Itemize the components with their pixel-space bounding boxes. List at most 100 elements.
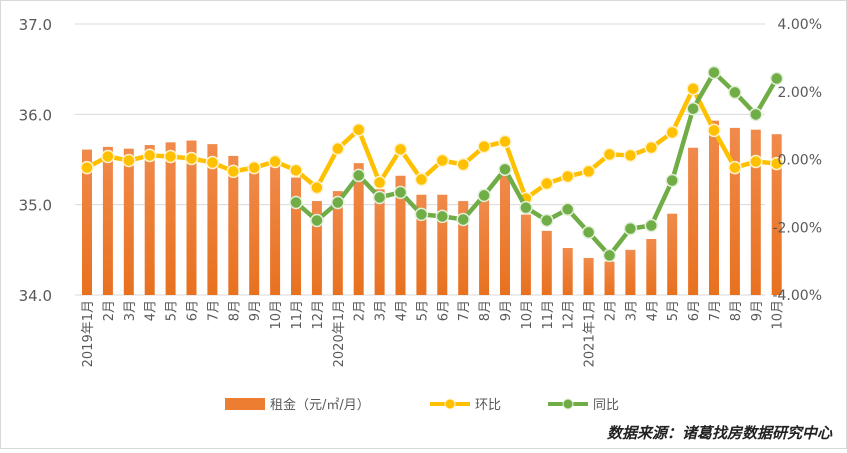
point-tb [519,200,533,215]
x-tick-label: 4月 [144,300,159,321]
right-tick-label: 0.00% [778,153,822,169]
legend-marker-hb [444,398,456,410]
bar-rent [186,140,197,295]
point-hb [351,122,366,137]
point-hb [644,140,659,155]
bar-rent [270,164,281,295]
legend: 租金（元/㎡/月） 环比 同比 [225,397,619,413]
x-tick-label: 12月 [311,300,326,330]
x-tick-label: 8月 [478,300,493,321]
point-tb [581,225,596,240]
x-tick-label: 6月 [436,300,451,321]
point-tb [665,173,679,188]
point-hb [142,148,157,163]
bar-rent [562,248,573,295]
x-tick-label: 5月 [415,300,430,321]
point-hb [560,169,575,184]
x-tick-label: 3月 [624,300,639,321]
bar-rent [541,230,552,295]
x-tick-label: 11月 [290,300,305,330]
point-hb [456,157,470,172]
point-hb [122,153,136,168]
point-tb [540,213,554,228]
point-hb [498,134,512,149]
left-tick-label: 37.0 [19,16,52,34]
x-tick-label: 8月 [729,300,744,321]
point-hb [310,180,324,195]
bar-rent [311,201,322,295]
point-hb [749,154,763,169]
x-tick-label: 9月 [750,300,765,321]
bar-rent [332,191,343,295]
point-tb [602,248,617,263]
bar-rent [144,145,155,295]
bar-rent [646,238,657,295]
point-hb [477,139,491,154]
point-hb [331,141,345,156]
x-tick-label: 2021年1月 [583,300,598,367]
point-hb [623,148,638,163]
point-hb [686,81,700,96]
point-hb [769,156,784,171]
x-tick-label: 2019年1月 [81,300,96,367]
left-tick-label: 36.0 [19,106,52,124]
bar-rent [604,261,615,295]
point-tb [393,185,408,200]
left-tick-label: 35.0 [19,197,52,215]
right-tick-label: 4.00% [778,17,822,33]
point-tb [289,195,303,210]
x-tick-label: 7月 [708,300,723,321]
legend-label-rent: 租金（元/㎡/月） [270,397,370,413]
x-tick-label: 2月 [604,300,619,321]
bar-rent [291,177,301,295]
bar-rent [520,214,531,295]
bar-rent [102,146,113,295]
x-tick-label: 4月 [395,300,410,321]
point-hb [581,164,596,179]
bar-rent [82,149,92,295]
point-tb [686,101,700,116]
bar-rent [437,194,448,295]
point-hb [728,160,742,175]
point-hb [205,155,220,170]
bar-rent [625,249,636,295]
point-hb [393,142,408,157]
x-tick-label: 4月 [645,300,660,321]
x-tick-label: 9月 [499,300,514,321]
point-tb [351,168,366,183]
source-note: 数据来源：诸葛找房数据研究中心 [607,424,833,442]
x-tick-label: 2020年1月 [332,300,347,367]
x-tick-label: 9月 [248,300,263,321]
point-hb [289,163,303,178]
point-hb [414,172,429,187]
point-tb [769,71,784,86]
right-tick-label: 2.00% [778,85,822,101]
point-hb [372,175,387,190]
point-tb [477,188,491,203]
bar-rent [479,200,490,295]
point-tb [498,162,512,177]
bar-rent [729,127,740,295]
bar-rent [416,194,427,295]
right-tick-label: -2.00% [772,220,822,236]
left-tick-label: 34.0 [19,287,52,305]
x-tick-label: 5月 [666,300,681,321]
line-hb [85,86,777,201]
bar-rent [395,175,406,295]
bar-rent [353,163,364,295]
x-tick-label: 7月 [206,300,221,321]
x-tick-label: 12月 [562,300,577,330]
point-hb [101,149,115,164]
point-tb [372,190,387,205]
point-tb [435,209,450,224]
point-hb [226,164,241,179]
legend-marker-tb [562,398,574,410]
x-tick-label: 6月 [186,300,201,321]
point-hb [163,149,178,164]
x-tick-label: 10月 [771,300,786,330]
bar-rent [709,120,719,295]
x-tick-label: 2月 [102,300,117,321]
point-hb [435,153,450,168]
x-tick-label: 3月 [374,300,389,321]
